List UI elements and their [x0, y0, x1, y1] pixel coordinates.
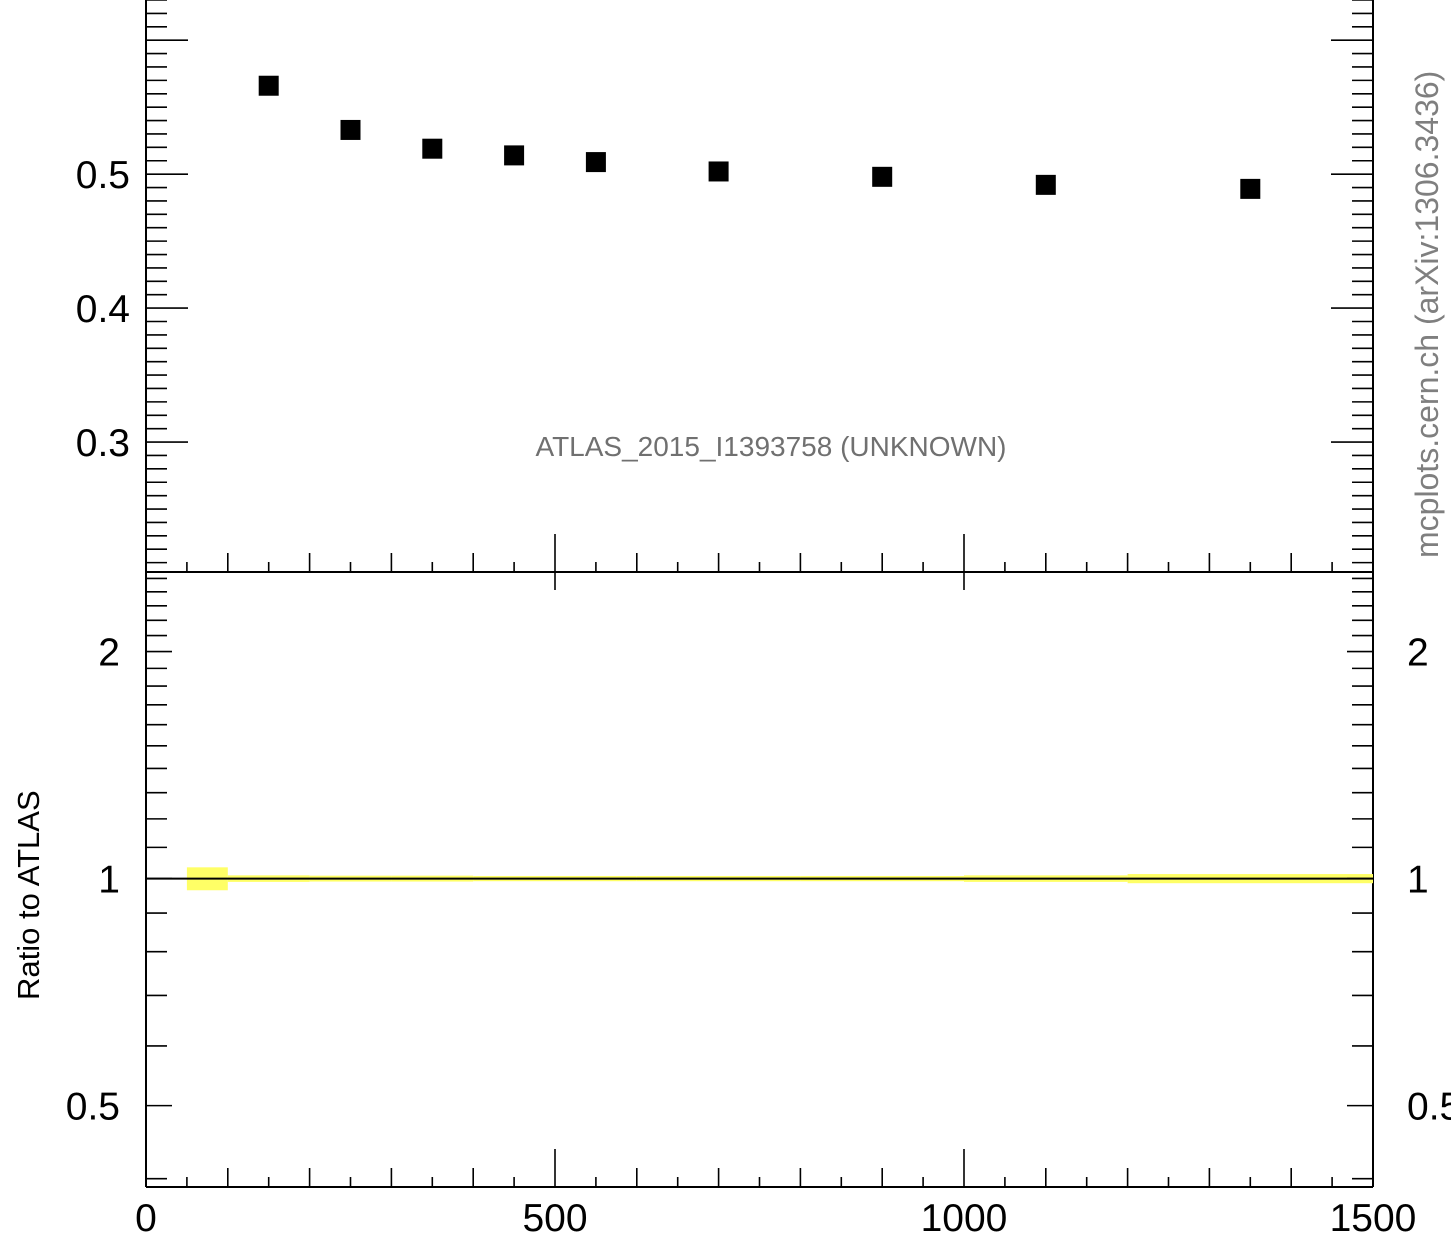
y-tick-label: 0.5: [76, 154, 130, 197]
main-panel: 0.3 0.4 0.5: [76, 0, 1374, 1187]
y-tick-label-right: 2: [1407, 632, 1429, 675]
x-tick-label: 500: [522, 1197, 587, 1240]
data-point: [585, 152, 606, 173]
data-point: [504, 145, 525, 166]
data-point: [708, 161, 729, 182]
analysis-annotation: ATLAS_2015_I1393758 (UNKNOWN): [535, 431, 1006, 462]
y-axis-label: Ratio to ATLAS: [11, 790, 46, 1000]
x-tick-label: 0: [135, 1197, 157, 1240]
data-point: [872, 166, 893, 187]
y-tick-label: 1: [98, 859, 120, 902]
data-point: [258, 75, 279, 96]
data-point: [1240, 178, 1261, 199]
data-point: [340, 119, 361, 140]
y-tick-label: 0.3: [76, 422, 130, 465]
data-point: [1035, 174, 1056, 195]
y-tick-label: 0.4: [76, 288, 130, 331]
x-tick-label: 1000: [921, 1197, 1008, 1240]
data-point: [422, 138, 443, 159]
y-tick-label-right: 0.5: [1407, 1086, 1451, 1129]
y-tick-label: 0.5: [66, 1086, 120, 1129]
x-tick-label: 1500: [1330, 1197, 1417, 1240]
y-tick-label: 2: [98, 632, 120, 675]
watermark: mcplots.cern.ch (arXiv:1306.3436): [1409, 71, 1445, 558]
y-tick-label-right: 1: [1407, 859, 1429, 902]
ratio-panel: 0 500 1000 1500 0.5 0.5 1 1 2 2: [66, 577, 1451, 1240]
